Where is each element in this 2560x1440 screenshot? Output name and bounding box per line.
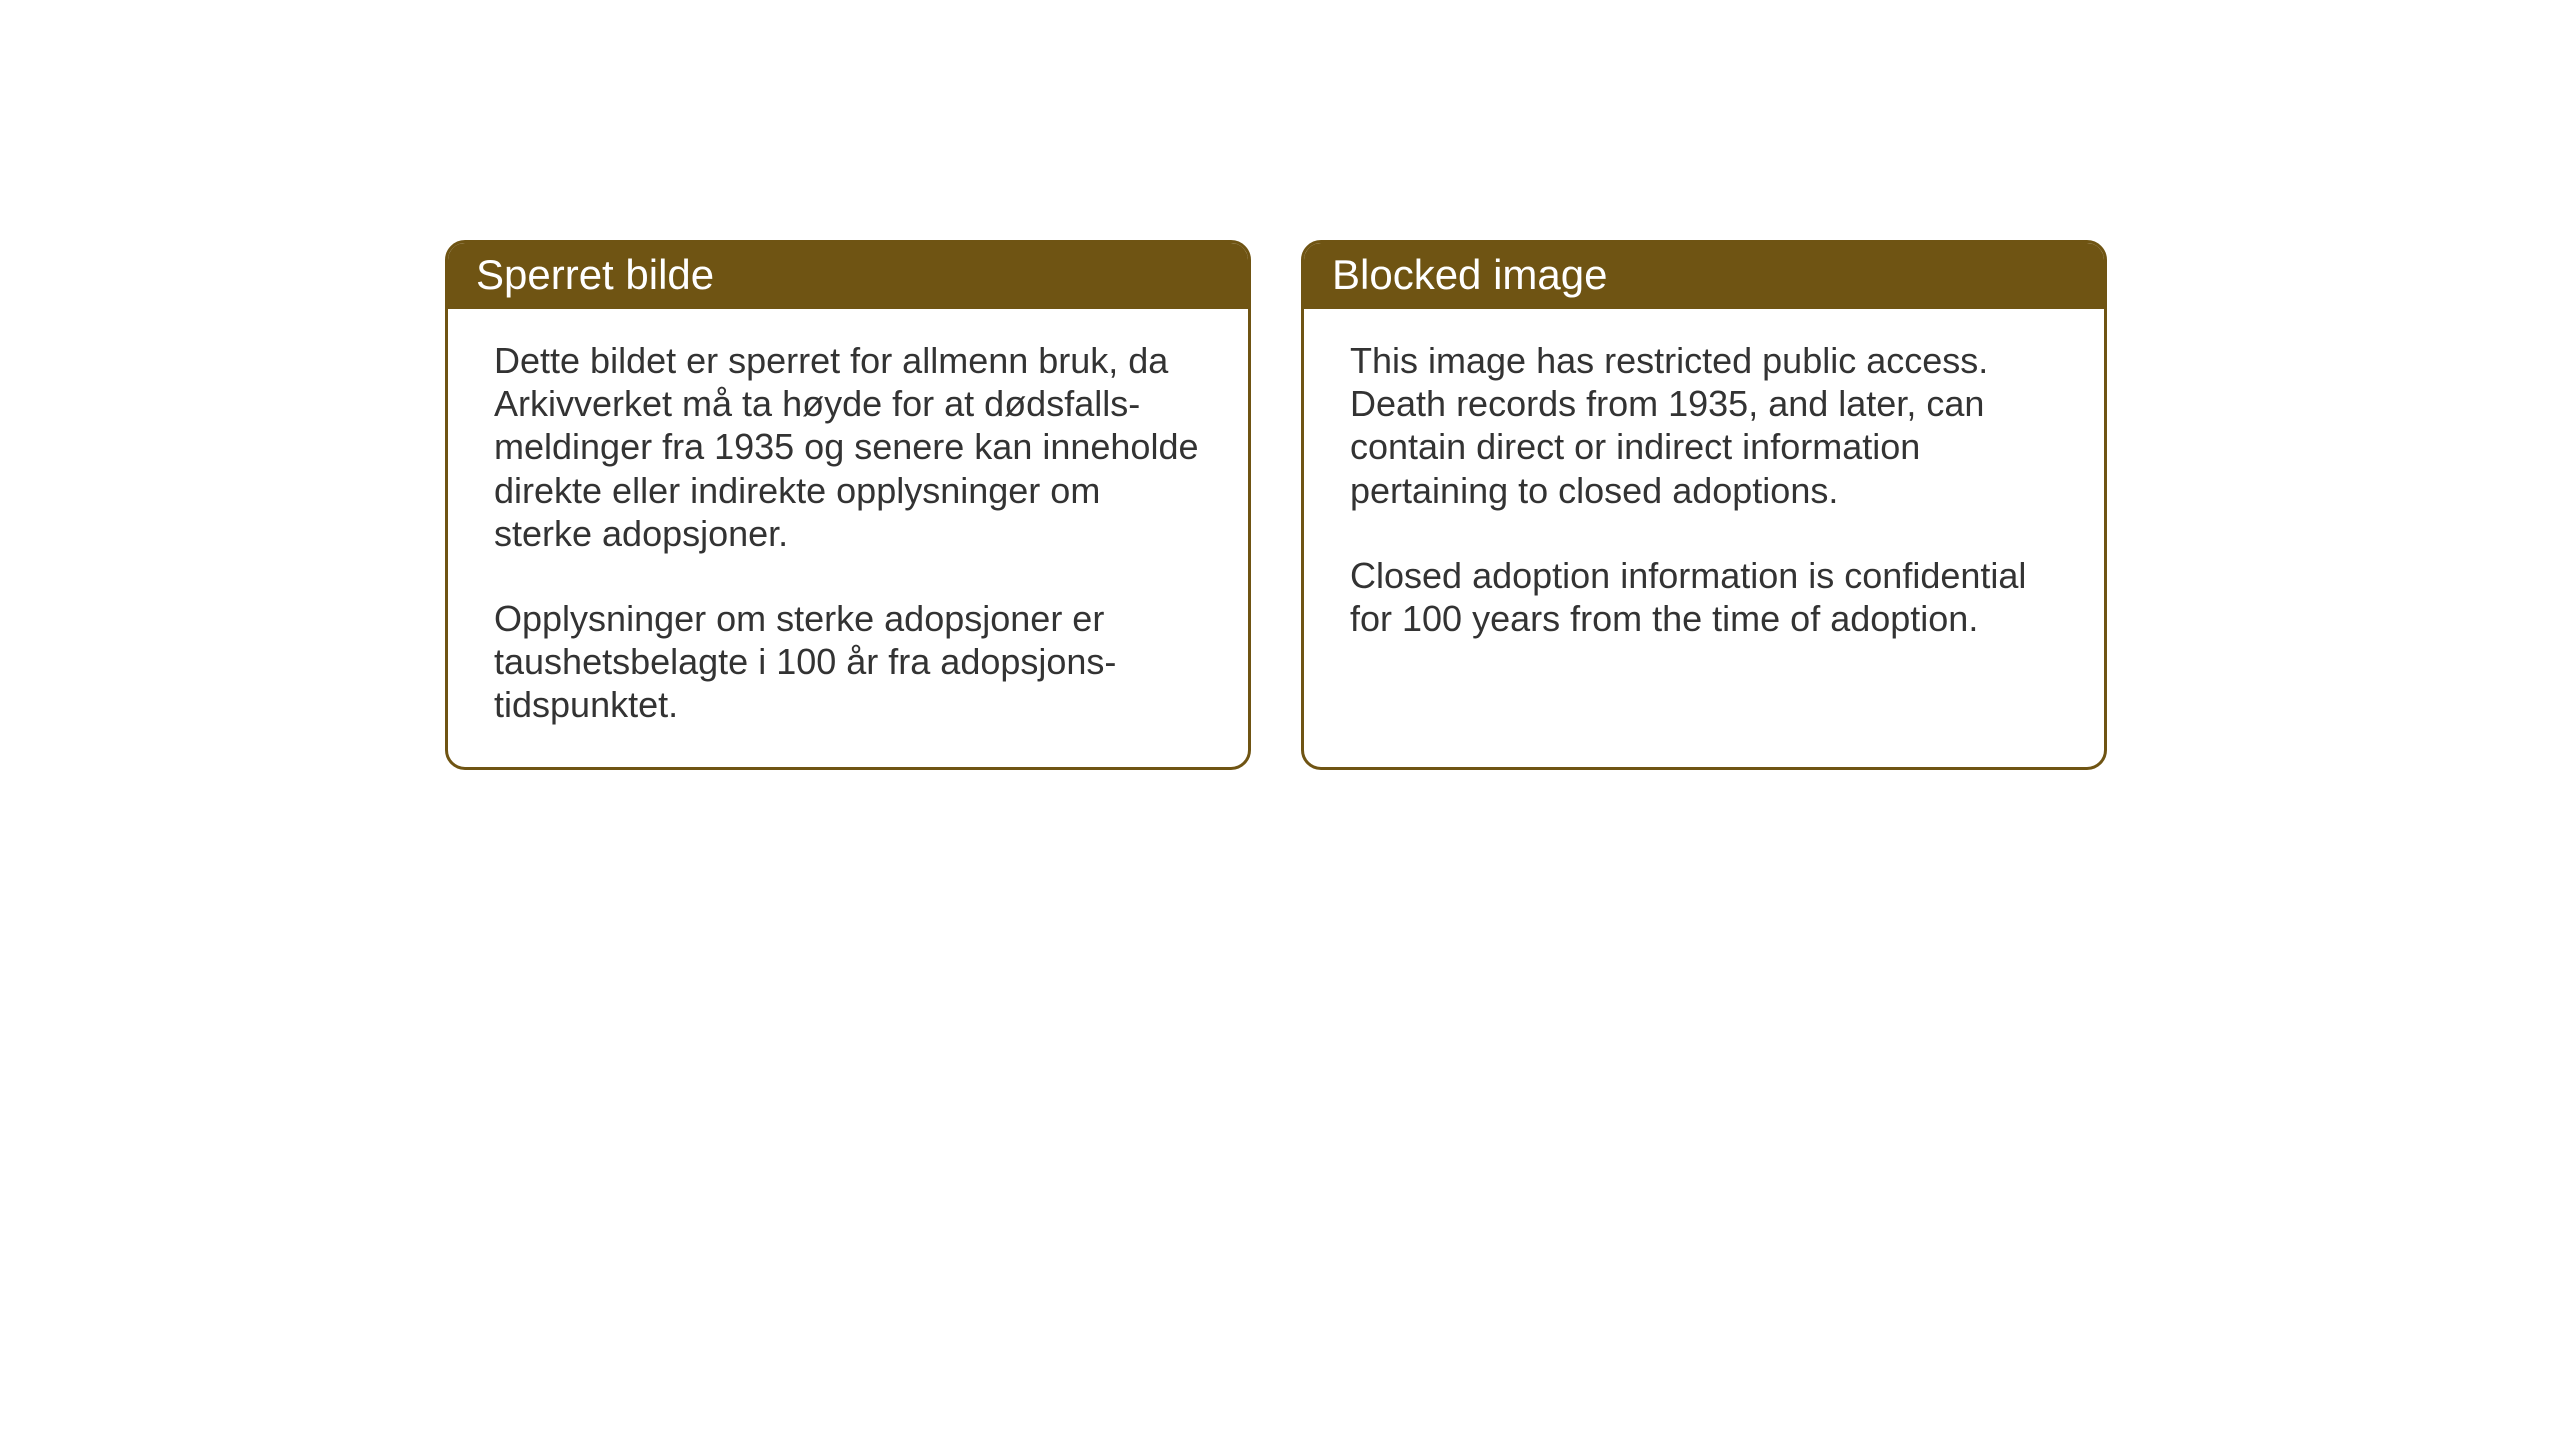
norwegian-paragraph-2: Opplysninger om sterke adopsjoner er tau…	[494, 597, 1202, 727]
english-card-header: Blocked image	[1304, 243, 2104, 309]
info-cards-container: Sperret bilde Dette bildet er sperret fo…	[445, 240, 2107, 770]
norwegian-card-header: Sperret bilde	[448, 243, 1248, 309]
english-info-card: Blocked image This image has restricted …	[1301, 240, 2107, 770]
english-paragraph-2: Closed adoption information is confident…	[1350, 554, 2058, 640]
english-card-title: Blocked image	[1332, 251, 1607, 298]
english-card-body: This image has restricted public access.…	[1304, 309, 2104, 699]
norwegian-paragraph-1: Dette bildet er sperret for allmenn bruk…	[494, 339, 1202, 555]
norwegian-card-body: Dette bildet er sperret for allmenn bruk…	[448, 309, 1248, 767]
norwegian-card-title: Sperret bilde	[476, 251, 714, 298]
norwegian-info-card: Sperret bilde Dette bildet er sperret fo…	[445, 240, 1251, 770]
english-paragraph-1: This image has restricted public access.…	[1350, 339, 2058, 512]
